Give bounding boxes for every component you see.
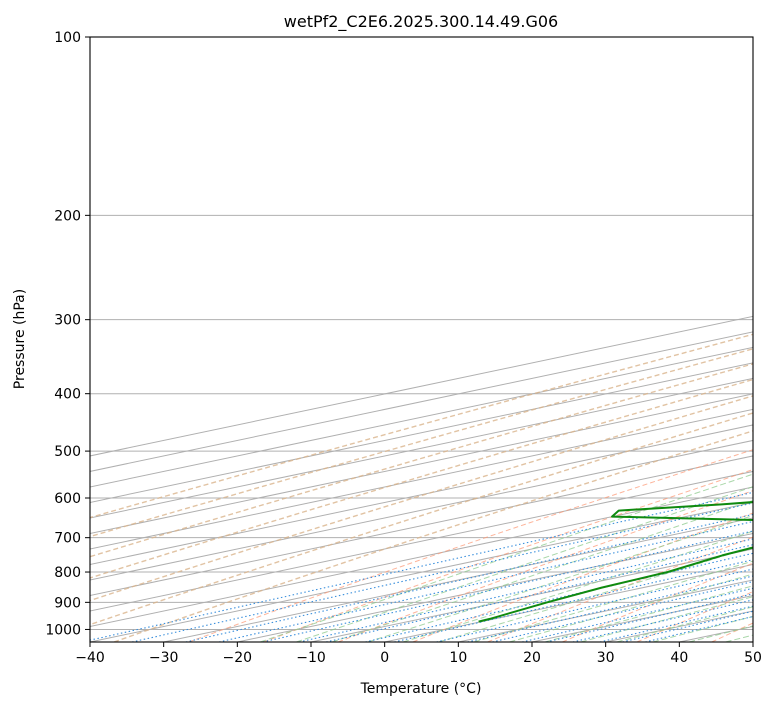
mixing-ratio-line bbox=[599, 605, 753, 642]
isotherm-line bbox=[605, 610, 753, 642]
dry-adiabat-outer bbox=[90, 333, 753, 519]
moist-adiabat bbox=[544, 585, 753, 642]
chart-title: wetPf2_C2E6.2025.300.14.49.G06 bbox=[284, 12, 558, 32]
moist-adiabat bbox=[260, 473, 753, 642]
y-tick-label: 900 bbox=[54, 595, 81, 611]
isotherm-line bbox=[90, 377, 753, 519]
moist-adiabat bbox=[616, 606, 753, 642]
mixing-ratio-line bbox=[492, 580, 753, 642]
x-tick-label: 50 bbox=[744, 650, 762, 666]
y-tick-label: 700 bbox=[54, 531, 81, 547]
mixing-ratio-line bbox=[645, 615, 753, 642]
x-tick-label: 30 bbox=[597, 650, 615, 666]
dry-adiabat-outer bbox=[90, 363, 753, 558]
x-tick-label: −20 bbox=[223, 650, 253, 666]
isotherm-line bbox=[90, 362, 753, 503]
y-tick-label: 400 bbox=[54, 387, 81, 403]
isotherm-line bbox=[752, 641, 753, 642]
mixing-ratio-line bbox=[521, 587, 753, 642]
mixing-ratio-line bbox=[436, 568, 753, 642]
mixing-ratio-line bbox=[299, 538, 753, 642]
isotherm-line bbox=[90, 470, 753, 612]
dry-adiabat-outer bbox=[113, 430, 753, 642]
mixing-ratio-line bbox=[365, 552, 753, 642]
isotherm-line bbox=[90, 439, 753, 581]
mixing-ratio-line bbox=[90, 491, 753, 641]
x-axis-label: Temperature (°C) bbox=[360, 681, 482, 697]
y-tick-label: 200 bbox=[54, 208, 81, 224]
isotherm-line bbox=[90, 424, 753, 565]
x-tick-label: −10 bbox=[296, 650, 326, 666]
moist-adiabat bbox=[652, 615, 753, 642]
mixing-ratio-line bbox=[394, 559, 753, 642]
temperature-profile-line bbox=[770, 37, 775, 622]
isotherm-line bbox=[90, 455, 753, 596]
dry-adiabat bbox=[412, 512, 753, 642]
y-tick-label: 300 bbox=[54, 313, 81, 329]
moist-adiabat bbox=[438, 546, 753, 642]
plot-frame bbox=[89, 36, 754, 643]
dry-adiabat bbox=[338, 490, 753, 642]
x-tick-label: −30 bbox=[149, 650, 179, 666]
x-tick-label: 40 bbox=[670, 650, 688, 666]
isotherm-line bbox=[310, 548, 753, 642]
dry-adiabat bbox=[188, 449, 753, 642]
dry-adiabat-outer bbox=[90, 348, 753, 538]
dry-adiabat bbox=[263, 469, 753, 642]
dry-adiabat-outer bbox=[90, 412, 753, 626]
moist-adiabat bbox=[402, 530, 753, 642]
x-tick-label: −40 bbox=[75, 650, 105, 666]
moist-adiabat bbox=[331, 499, 753, 642]
y-tick-label: 600 bbox=[54, 491, 81, 507]
x-tick-label: 20 bbox=[523, 650, 541, 666]
isotherm-line bbox=[90, 408, 753, 550]
isotherm-line bbox=[90, 501, 753, 642]
isotherm-line bbox=[163, 517, 753, 642]
dry-adiabat bbox=[636, 591, 753, 642]
y-tick-label: 800 bbox=[54, 565, 81, 581]
isotherm-line bbox=[237, 532, 753, 642]
x-tick-label: 0 bbox=[380, 650, 389, 666]
dry-adiabat-outer bbox=[90, 378, 753, 579]
moist-adiabat bbox=[725, 634, 753, 642]
isotherm-line bbox=[90, 393, 753, 534]
y-tick-label: 100 bbox=[54, 30, 81, 46]
y-tick-label: 1000 bbox=[45, 622, 81, 638]
isotherm-line bbox=[90, 331, 753, 472]
mixing-ratio-line bbox=[467, 575, 753, 642]
dewpoint-profile-line bbox=[478, 501, 753, 623]
dry-adiabat-outer bbox=[90, 395, 753, 602]
moist-adiabat bbox=[296, 486, 753, 642]
isotherm-line bbox=[90, 315, 753, 457]
y-axis-label: Pressure (hPa) bbox=[12, 289, 28, 389]
mixing-ratio-line bbox=[185, 513, 753, 642]
isotherm-line bbox=[90, 486, 753, 628]
x-tick-label: 10 bbox=[449, 650, 467, 666]
isotherm-line bbox=[90, 346, 753, 488]
moist-adiabat bbox=[580, 596, 753, 642]
y-tick-label: 500 bbox=[54, 444, 81, 460]
isotherm-line bbox=[679, 625, 753, 642]
moist-adiabat bbox=[367, 514, 753, 642]
isotherm-line bbox=[458, 579, 753, 642]
moist-adiabat bbox=[509, 573, 753, 642]
